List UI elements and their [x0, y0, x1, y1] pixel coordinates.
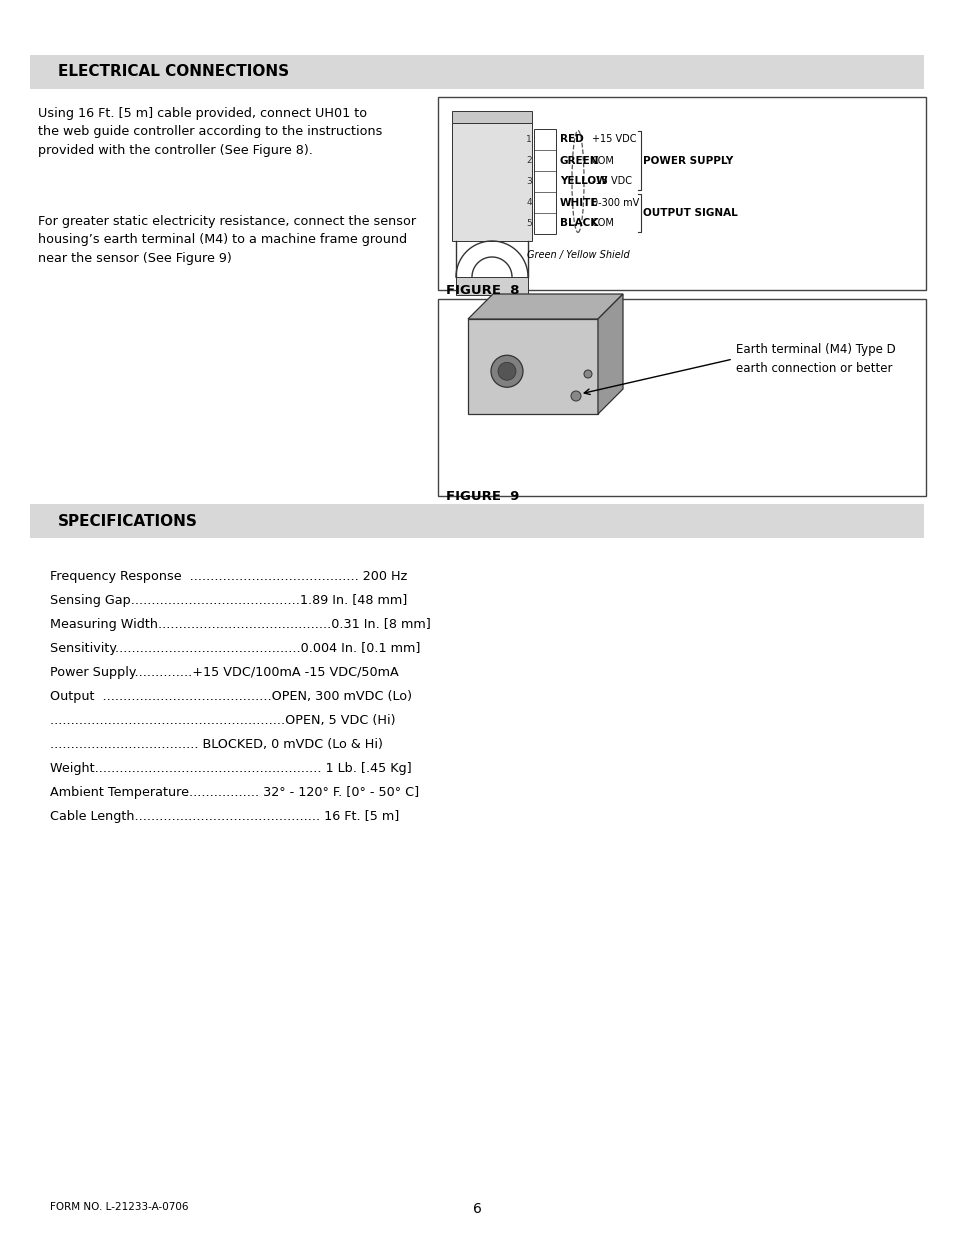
- Text: 1: 1: [526, 135, 532, 144]
- Bar: [437, 299, 925, 496]
- Text: Power Supply..............+15 VDC/100mA -15 VDC/50mA: Power Supply..............+15 VDC/100mA …: [50, 666, 398, 679]
- Text: 2: 2: [526, 156, 532, 165]
- Bar: [456, 277, 527, 295]
- Bar: [468, 319, 598, 414]
- Text: +15 VDC: +15 VDC: [592, 135, 636, 144]
- Text: FORM NO. L-21233-A-0706: FORM NO. L-21233-A-0706: [50, 1202, 189, 1212]
- Text: Sensitivity.............................................0.004 In. [0.1 mm]: Sensitivity.............................…: [50, 642, 420, 655]
- Text: OUTPUT SIGNAL: OUTPUT SIGNAL: [642, 207, 737, 219]
- Text: SPECIFICATIONS: SPECIFICATIONS: [58, 514, 197, 529]
- Text: Using 16 Ft. [5 m] cable provided, connect UH01 to
the web guide controller acco: Using 16 Ft. [5 m] cable provided, conne…: [38, 107, 382, 157]
- Text: Earth terminal (M4) Type D
earth connection or better: Earth terminal (M4) Type D earth connect…: [735, 343, 895, 374]
- Circle shape: [491, 356, 522, 388]
- Text: FIGURE  8: FIGURE 8: [446, 284, 519, 296]
- Text: 6: 6: [472, 1202, 481, 1216]
- Text: Sensing Gap.........................................1.89 In. [48 mm]: Sensing Gap.............................…: [50, 594, 407, 606]
- Text: Frequency Response  ......................................... 200 Hz: Frequency Response .....................…: [50, 571, 407, 583]
- Text: Measuring Width..........................................0.31 In. [8 mm]: Measuring Width.........................…: [50, 618, 431, 631]
- Text: BLACK: BLACK: [559, 219, 598, 228]
- Bar: [452, 124, 532, 241]
- Text: WHITE: WHITE: [559, 198, 598, 207]
- Text: .........................................................OPEN, 5 VDC (Hi): ........................................…: [50, 714, 395, 727]
- Text: Weight....................................................... 1 Lb. [.45 Kg]: Weight..................................…: [50, 762, 411, 776]
- Bar: [534, 128, 556, 233]
- Text: COM: COM: [592, 219, 615, 228]
- Circle shape: [583, 370, 592, 378]
- Text: FIGURE  9: FIGURE 9: [446, 490, 518, 503]
- Text: 5: 5: [526, 219, 532, 228]
- Text: Output  .........................................OPEN, 300 mVDC (Lo): Output .................................…: [50, 690, 412, 703]
- Text: Cable Length............................................. 16 Ft. [5 m]: Cable Length............................…: [50, 810, 399, 823]
- Text: .................................... BLOCKED, 0 mVDC (Lo & Hi): .................................... BLO…: [50, 739, 382, 751]
- Text: 0-300 mV: 0-300 mV: [592, 198, 639, 207]
- Text: POWER SUPPLY: POWER SUPPLY: [642, 156, 733, 165]
- Text: Ambient Temperature................. 32° - 120° F. [0° - 50° C]: Ambient Temperature................. 32°…: [50, 785, 418, 799]
- Bar: [437, 98, 925, 290]
- Polygon shape: [468, 294, 622, 319]
- Text: COM: COM: [592, 156, 615, 165]
- Bar: [452, 111, 532, 124]
- Bar: [30, 504, 923, 538]
- Text: 3: 3: [526, 177, 532, 186]
- Circle shape: [497, 362, 516, 380]
- Text: Green / Yellow Shield: Green / Yellow Shield: [526, 249, 629, 261]
- Text: GREEN: GREEN: [559, 156, 598, 165]
- Text: For greater static electricity resistance, connect the sensor
housing’s earth te: For greater static electricity resistanc…: [38, 215, 416, 266]
- Text: RED: RED: [559, 135, 583, 144]
- Polygon shape: [598, 294, 622, 414]
- Text: -15 VDC: -15 VDC: [592, 177, 631, 186]
- Bar: [30, 56, 923, 89]
- Circle shape: [571, 391, 580, 401]
- Text: 4: 4: [526, 198, 532, 207]
- Text: ELECTRICAL CONNECTIONS: ELECTRICAL CONNECTIONS: [58, 64, 289, 79]
- Text: YELLOW: YELLOW: [559, 177, 607, 186]
